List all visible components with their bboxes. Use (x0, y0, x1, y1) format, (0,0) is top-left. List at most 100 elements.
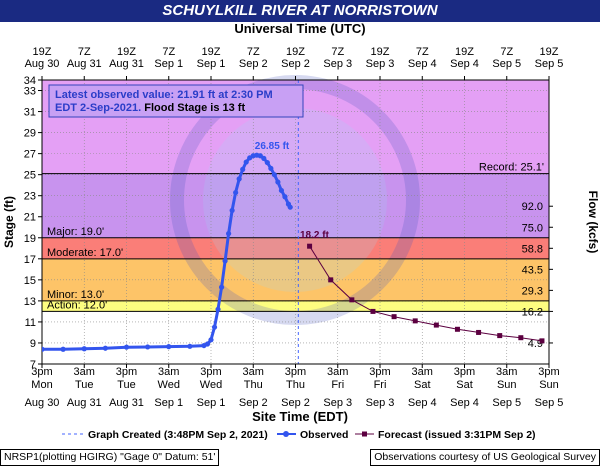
y-tick-label: 29 (24, 128, 36, 140)
legend: Graph Created (3:48PM Sep 2, 2021) Obser… (62, 429, 536, 441)
top-tick-time: 19Z (33, 46, 52, 58)
y-tick-label: 17 (24, 254, 36, 266)
footer-datum-info: NRSP1(plotting HGIRG) "Gage 0" Datum: 51… (0, 449, 220, 466)
observed-line (42, 153, 292, 351)
bottom-tick-day: Tue (75, 379, 94, 391)
legend-observed-marker (283, 431, 289, 437)
bottom-tick-date: Sep 5 (535, 397, 564, 409)
top-tick-time: 19Z (455, 46, 474, 58)
crest-label: 26.85 ft (255, 141, 290, 152)
y-tick-label: 25 (24, 170, 36, 182)
observed-point (208, 337, 214, 343)
bottom-tick-date: Sep 2 (239, 397, 268, 409)
observed-point (229, 207, 235, 214)
y-tick-label: 27 (24, 149, 36, 161)
threshold-label: Moderate: 17.0' (47, 247, 123, 259)
top-tick-time: 7Z (500, 46, 513, 58)
forecast-point (370, 308, 376, 314)
observed-point (102, 345, 108, 351)
observed-point (187, 343, 193, 349)
observed-point (287, 204, 293, 210)
y-tick-label: 34 (24, 75, 36, 87)
observed-point (243, 159, 249, 165)
bottom-tick-day: Sun (497, 379, 517, 391)
band-action (42, 300, 549, 312)
bottom-tick-time: 3am (74, 366, 95, 378)
bottom-tick-date: Sep 4 (450, 397, 479, 409)
observed-point (204, 341, 211, 347)
observed-point (215, 306, 221, 312)
observed-point (211, 324, 218, 330)
forecast-point (391, 314, 397, 320)
observed-point (60, 346, 66, 352)
threshold-label: Action: 12.0' (47, 299, 107, 311)
bottom-tick-time: 3am (243, 366, 264, 378)
top-tick-time: 7Z (247, 46, 260, 58)
bottom-tick-time: 3pm (369, 366, 390, 378)
legend-created: Graph Created (3:48PM Sep 2, 2021) (88, 429, 268, 441)
bottom-tick-day: Mon (31, 379, 52, 391)
top-tick-date: Sep 5 (535, 58, 564, 70)
y-tick-label: 33 (24, 86, 36, 98)
observed-point (145, 344, 151, 350)
y-tick-label: 13 (24, 296, 36, 308)
bottom-tick-date: Sep 1 (197, 397, 226, 409)
bottom-tick-time: 3am (158, 366, 179, 378)
y2-axis-label: Flow (kcfs) (586, 191, 600, 254)
observed-point (81, 346, 87, 352)
bottom-tick-day: Fri (331, 379, 344, 391)
top-tick-date: Sep 2 (281, 58, 310, 70)
top-tick-date: Sep 2 (239, 58, 268, 70)
bottom-tick-day: Fri (374, 379, 387, 391)
bottom-tick-date: Sep 3 (366, 397, 395, 409)
forecast-point (518, 335, 524, 341)
flow-tick-label: 43.5 (522, 264, 543, 276)
top-tick-date: Sep 1 (197, 58, 226, 70)
observed-point (261, 155, 267, 161)
bottom-tick-day: Sat (456, 379, 473, 391)
observed-point (278, 187, 285, 194)
y-tick-label: 19 (24, 233, 36, 245)
forecast-point (454, 326, 460, 332)
flood-stage-text: Flood Stage is 13 ft (141, 102, 245, 114)
top-axis-title: Universal Time (UTC) (234, 21, 366, 36)
forecast-point (307, 243, 313, 249)
flow-tick-label: 75.0 (522, 222, 543, 234)
bottom-tick-date: Sep 2 (281, 397, 310, 409)
top-tick-time: 19Z (371, 46, 390, 58)
top-tick-date: Aug 30 (25, 58, 60, 70)
forecast-point (433, 322, 439, 328)
threshold-label-record: Record: 25.1' (479, 162, 544, 174)
bottom-tick-time: 3pm (200, 366, 221, 378)
legend-forecast: Forecast (issued 3:31PM Sep 2) (378, 429, 536, 441)
y-tick-label: 15 (24, 275, 36, 287)
top-tick-date: Aug 31 (67, 58, 102, 70)
flow-tick-label: 16.2 (522, 306, 543, 318)
top-tick-time: 7Z (416, 46, 429, 58)
y-tick-label: 7 (30, 359, 36, 371)
bottom-tick-day: Tue (117, 379, 136, 391)
observed-point (123, 344, 130, 350)
latest-value-date: EDT 2-Sep-2021. (55, 102, 141, 114)
y-tick-label: 31 (24, 107, 36, 119)
noaa-watermark-emblem (170, 75, 420, 325)
forecast-point (476, 329, 482, 335)
legend-forecast-marker (362, 431, 367, 437)
y-tick-label: 11 (25, 317, 36, 329)
bottom-tick-day: Thu (244, 379, 263, 391)
bottom-tick-date: Sep 3 (323, 397, 352, 409)
bottom-tick-date: Sep 1 (154, 397, 183, 409)
forecast-point (539, 338, 545, 344)
forecast-point (497, 333, 503, 339)
forecast-point (349, 297, 355, 303)
top-tick-date: Aug 31 (109, 58, 144, 70)
legend-observed: Observed (300, 429, 348, 441)
footer-credit: Observations courtesy of US Geological S… (370, 449, 600, 466)
observed-point (218, 284, 225, 290)
bottom-tick-date: Aug 31 (109, 397, 144, 409)
observed-point (264, 159, 270, 166)
top-tick-date: Sep 5 (492, 58, 521, 70)
bottom-tick-day: Wed (158, 379, 180, 391)
top-tick-time: 19Z (286, 46, 305, 58)
